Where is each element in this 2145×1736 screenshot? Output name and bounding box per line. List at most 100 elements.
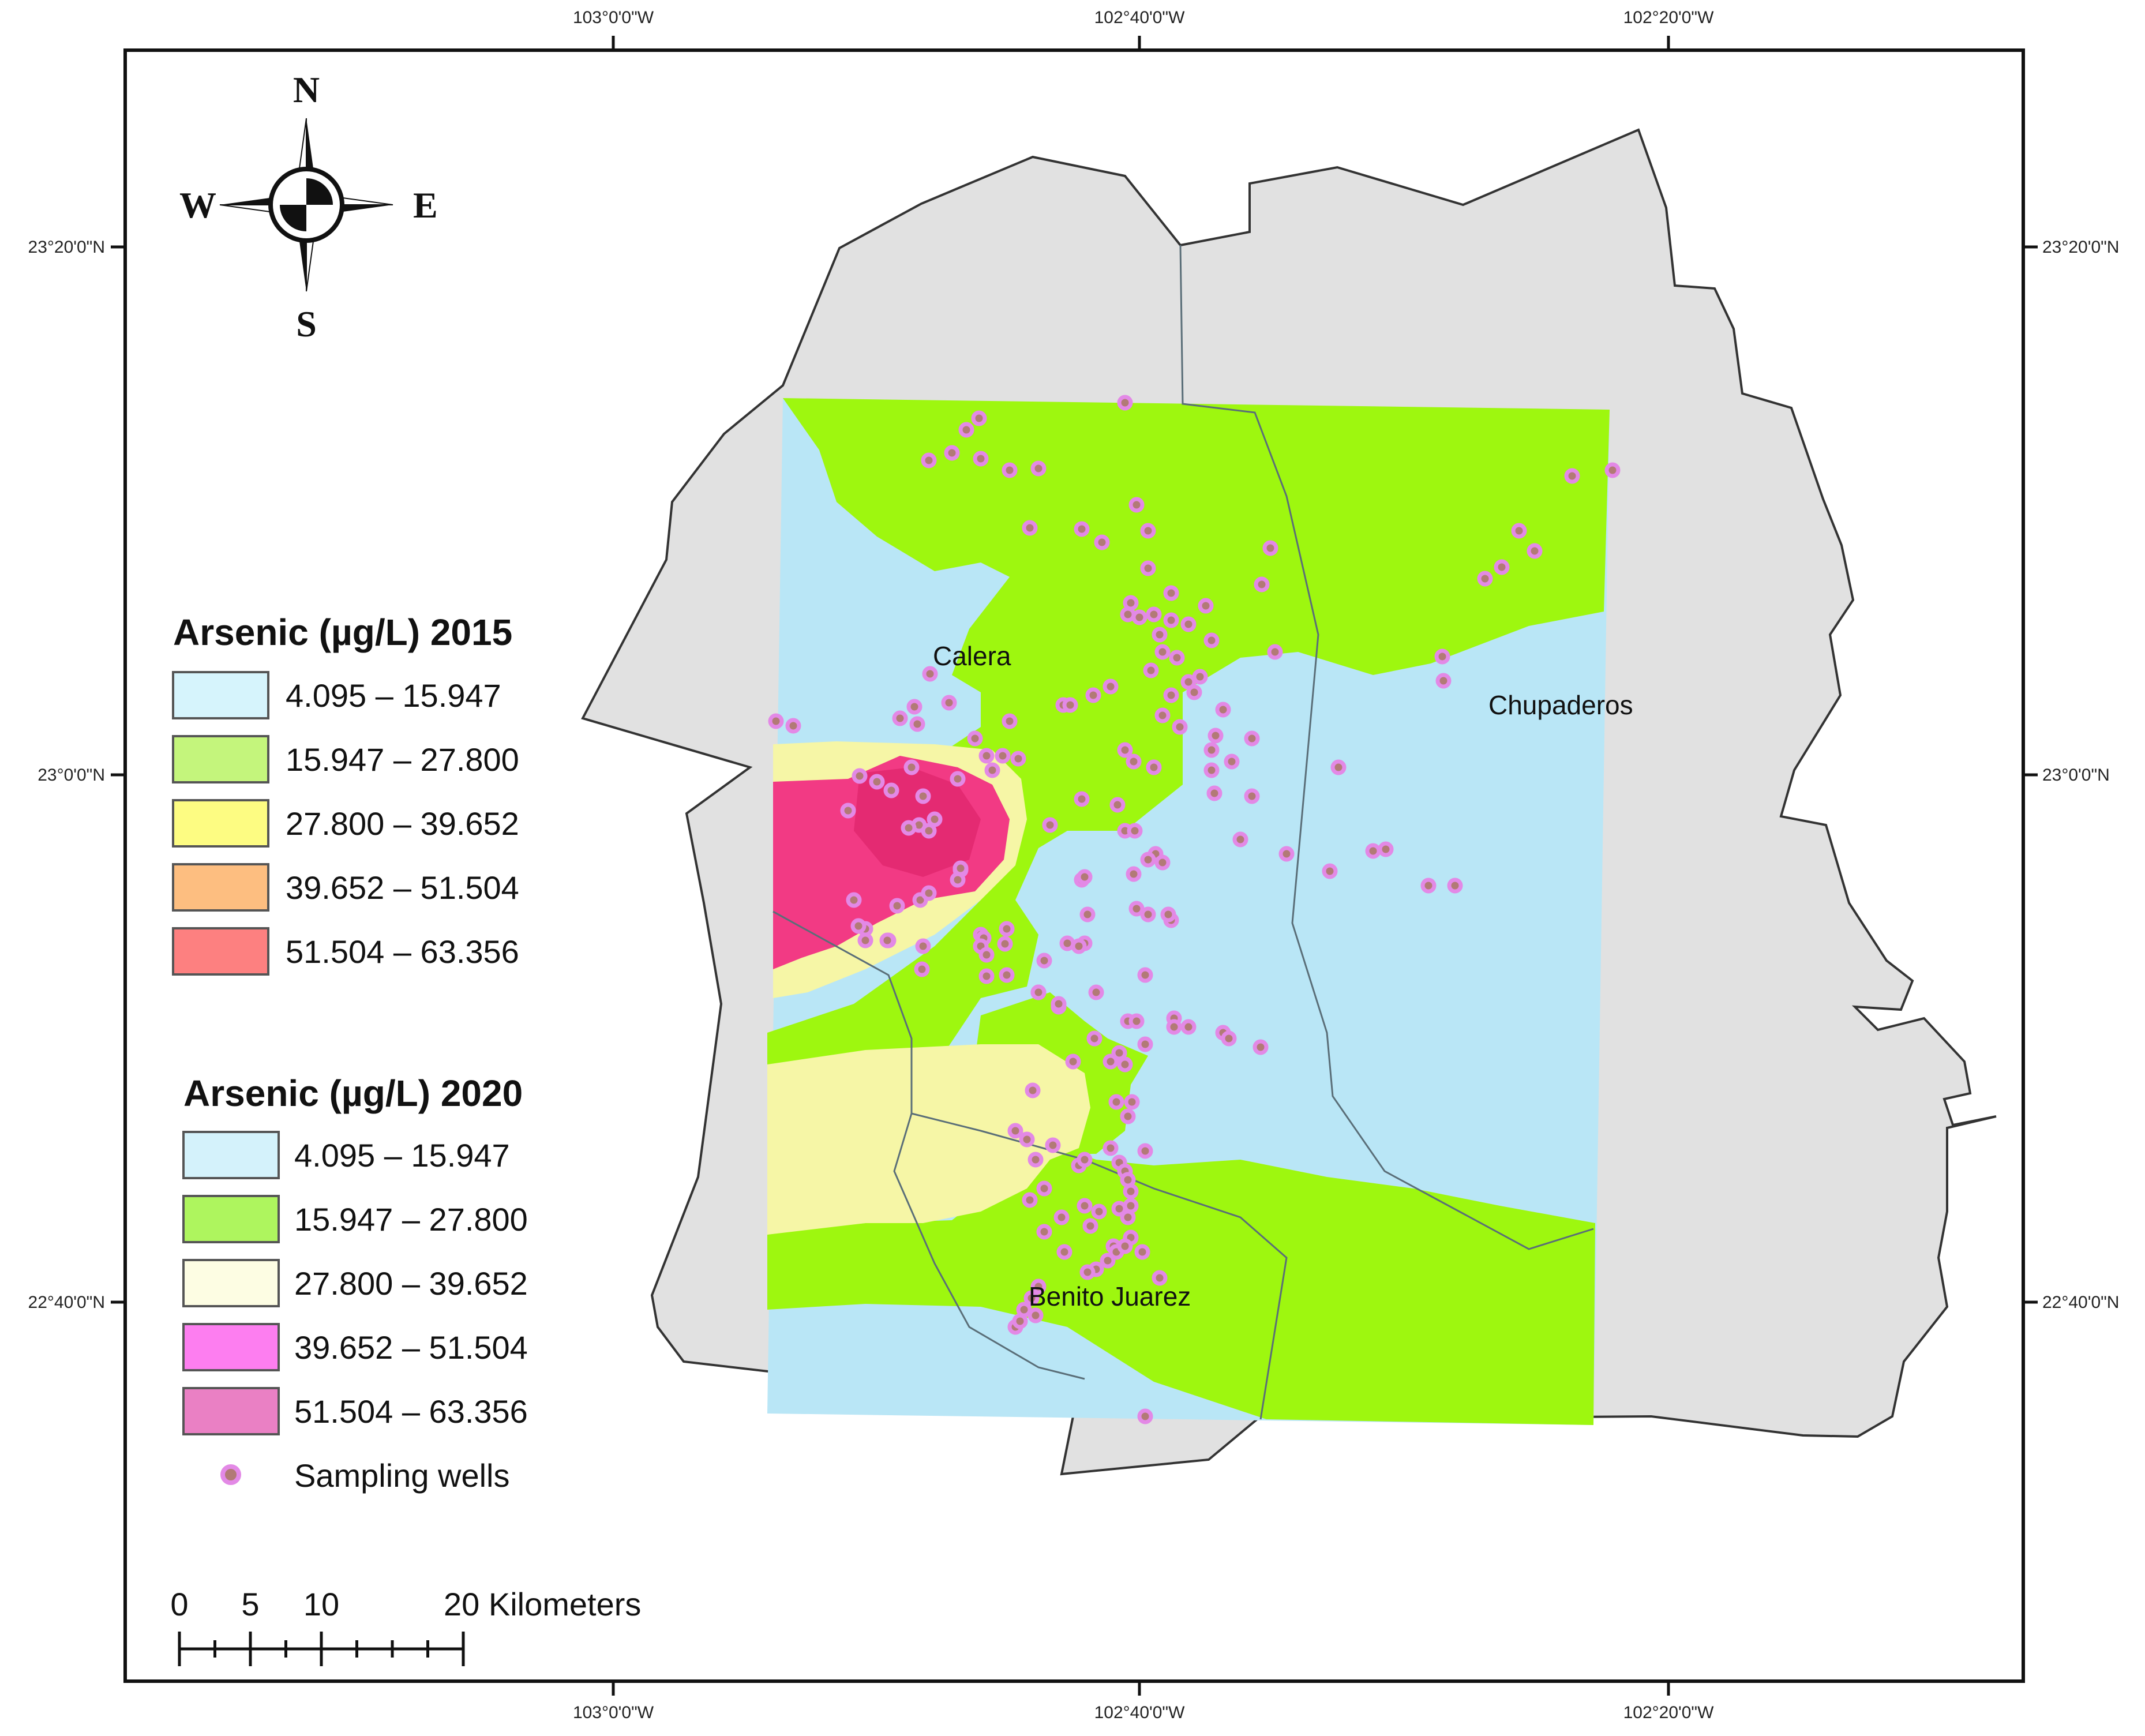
sampling-well [1002,713,1018,729]
sampling-well [1137,1408,1153,1424]
compass-label-south: S [296,303,317,344]
sampling-well [1030,984,1047,1000]
legend-swatch [172,863,269,912]
sampling-well [1012,1313,1028,1329]
sampling-well [1152,627,1168,643]
legend-well-symbol [220,1464,241,1485]
sampling-well [1154,644,1171,660]
top-lon-label: 102°40'0"W [1094,8,1185,27]
sampling-well [1036,953,1052,969]
sampling-well [1124,1094,1140,1110]
sampling-well [1045,1137,1061,1153]
sampling-well [1056,1244,1072,1260]
sampling-well [1172,719,1188,735]
sampling-well [1198,598,1214,614]
sampling-well [1527,543,1543,559]
sampling-well [1140,852,1156,868]
scale-label-0: 0 [170,1586,188,1622]
legend-2015: Arsenic (µg/L) 2015 4.095 – 15.947 15.947… [172,612,519,976]
sampling-well [1203,742,1220,758]
sampling-well [1077,869,1093,885]
sampling-well [1330,759,1347,775]
sampling-well [1128,497,1145,513]
sampling-well [1111,1045,1127,1061]
sampling-well [921,885,937,901]
sampling-well [914,961,930,977]
sampling-well [1137,1143,1153,1159]
sampling-well [944,445,960,461]
sampling-well [1062,697,1078,713]
sampling-wells [768,395,1621,1424]
sampling-well [1117,742,1133,758]
left-lat-label: 23°20'0"N [28,238,105,257]
graticule-labels: 103°0'0"W 102°40'0"W 102°20'0"W 103°0'0"… [28,8,2120,1722]
sampling-well [903,759,920,775]
legend-label: 51.504 – 63.356 [286,933,519,970]
sampling-well [1163,687,1179,703]
sampling-well [879,932,895,948]
legend-label: 15.947 – 27.800 [286,741,519,778]
sampling-well [995,748,1011,764]
bottom-lon-label: 102°20'0"W [1623,1703,1714,1722]
sampling-well [1137,967,1153,983]
sampling-well [1117,1056,1133,1073]
sampling-well [915,938,931,954]
sampling-well [1154,707,1171,723]
legend-label: 39.652 – 51.504 [294,1329,528,1366]
sampling-well [1128,1013,1145,1029]
sampling-well [1140,560,1156,576]
legend-wells-label: Sampling wells [294,1457,510,1494]
top-lon-label: 102°20'0"W [1623,8,1714,27]
sampling-well [1030,1278,1047,1295]
sampling-well [1143,662,1159,678]
right-lat-label: 22°40'0"N [2042,1293,2119,1312]
sampling-well [999,967,1015,983]
sampling-well [1074,791,1090,807]
sampling-well [1166,1019,1182,1035]
sampling-well [1079,1264,1096,1280]
sampling-well [1065,1053,1081,1070]
legend-label: 39.652 – 51.504 [286,869,519,906]
sampling-well [1019,1131,1035,1148]
legend-swatch [182,1323,280,1371]
sampling-well [1036,1180,1052,1197]
sampling-well [927,811,943,827]
scale-label-5: 5 [241,1586,259,1622]
sampling-well [1028,1307,1044,1323]
sampling-well [1604,462,1621,478]
zone-mid-south [767,1148,1595,1425]
sampling-well [1140,906,1156,923]
sampling-well [1127,823,1143,839]
sampling-well [1511,523,1527,539]
sampling-well [1447,878,1463,894]
sampling-well [1025,1082,1041,1098]
sampling-well [1420,878,1437,894]
sampling-well [967,730,983,747]
sampling-well [1051,996,1067,1012]
sampling-well [1208,728,1224,744]
top-lon-label: 103°0'0"W [573,8,654,27]
sampling-well [1494,559,1510,575]
sampling-well [1085,687,1101,703]
sampling-well [840,803,856,819]
internal-boundaries [772,245,1594,1420]
sampling-well [921,823,937,839]
sampling-well [1108,1094,1124,1110]
legend-swatch [182,1131,280,1179]
legend-label: 27.800 – 39.652 [286,805,519,842]
sampling-well [1244,788,1260,804]
sampling-well [1117,1238,1133,1254]
sampling-well [1111,1201,1127,1217]
left-lat-label: 22°40'0"N [28,1293,105,1312]
sampling-well [1215,702,1231,718]
sampling-well [1134,1244,1150,1260]
sampling-well [1192,669,1208,685]
sampling-well [1169,650,1185,666]
sampling-well [1131,609,1148,625]
sampling-well [1123,1183,1139,1199]
sampling-well [1365,843,1381,859]
sampling-well [978,947,995,963]
sampling-well [1082,1218,1098,1234]
sampling-well [999,921,1015,937]
sampling-well [1146,606,1162,623]
